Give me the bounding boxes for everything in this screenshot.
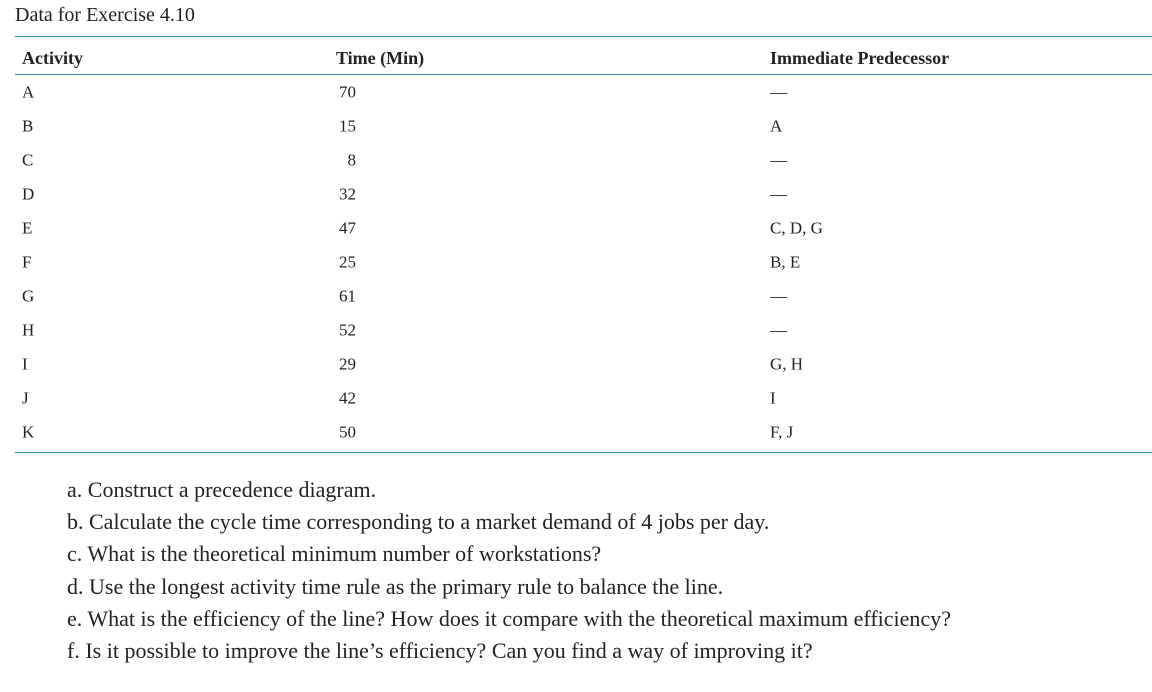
activity-cell: C — [22, 150, 34, 170]
title: Data for Exercise 4.10 — [15, 4, 195, 26]
time-cell: 25 — [339, 252, 356, 272]
predecessor-cell: C, D, G — [770, 218, 823, 238]
question: e. What is the efficiency of the line? H… — [67, 605, 951, 631]
question: d. Use the longest activity time rule as… — [67, 573, 724, 599]
activity-cell: H — [22, 320, 35, 340]
time-cell: 50 — [339, 422, 356, 442]
time-cell: 8 — [347, 150, 357, 170]
predecessor-cell: — — [770, 184, 787, 204]
activity-cell: G — [22, 286, 35, 306]
question: f. Is it possible to improve the line’s … — [67, 638, 813, 663]
predecessor-cell: G, H — [770, 354, 804, 374]
time-cell: 70 — [339, 82, 356, 102]
activity-cell: E — [22, 218, 33, 238]
activity-cell: J — [22, 388, 29, 408]
column-header: Immediate Predecessor — [770, 48, 950, 68]
time-cell: 29 — [339, 354, 356, 374]
time-cell: 52 — [339, 320, 356, 340]
predecessor-cell: A — [770, 116, 783, 136]
activity-cell: K — [22, 422, 35, 442]
predecessor-cell: B, E — [770, 252, 801, 272]
predecessor-cell: F, J — [770, 422, 794, 442]
question: a. Construct a precedence diagram. — [67, 477, 377, 502]
time-cell: 61 — [339, 286, 356, 306]
activity-cell: D — [22, 184, 35, 204]
header-rule — [15, 74, 1152, 75]
column-header: Activity — [22, 48, 83, 68]
table-top-rule — [15, 36, 1152, 37]
time-cell: 32 — [339, 184, 356, 204]
column-header: Time (Min) — [336, 48, 425, 68]
predecessor-cell: — — [770, 320, 787, 340]
predecessor-cell: — — [770, 82, 787, 102]
time-cell: 47 — [339, 218, 356, 238]
question: c. What is the theoretical minimum numbe… — [67, 541, 602, 567]
predecessor-cell: — — [770, 286, 787, 306]
table-bottom-rule — [15, 452, 1152, 453]
predecessor-cell: I — [770, 388, 776, 408]
predecessor-cell: — — [770, 150, 787, 170]
activity-cell: F — [22, 252, 32, 272]
time-cell: 15 — [339, 116, 356, 136]
activity-cell: I — [22, 354, 28, 374]
activity-cell: A — [22, 82, 35, 102]
question: b. Calculate the cycle time correspondin… — [67, 509, 770, 535]
time-cell: 42 — [339, 388, 356, 408]
activity-cell: B — [22, 116, 34, 136]
